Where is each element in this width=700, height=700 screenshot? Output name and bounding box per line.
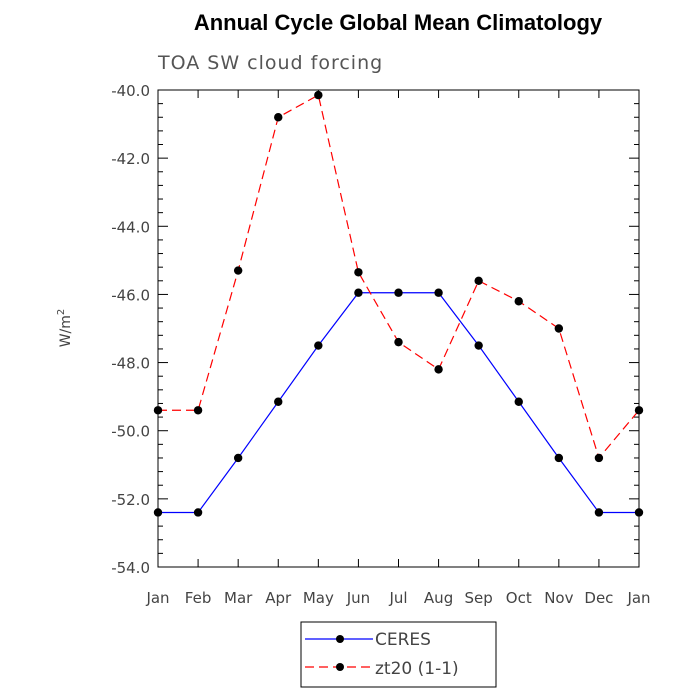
x-tick-label: May xyxy=(303,589,334,607)
data-point-ceres xyxy=(594,508,604,517)
x-tick-label: Feb xyxy=(185,589,212,607)
legend-box xyxy=(300,621,497,688)
data-point-ceres xyxy=(153,508,163,517)
data-point-zt20-1-1 xyxy=(514,297,523,306)
data-point-zt20-1-1 xyxy=(193,406,203,415)
y-tick-label: -44.0 xyxy=(111,218,150,236)
data-point-ceres xyxy=(314,341,323,350)
data-point-zt20-1-1 xyxy=(153,406,163,415)
y-tick-labels: -40.0 -42.0 -44.0 -46.0 -48.0 -50.0 -52.0 -54.0 xyxy=(111,82,150,577)
data-point-ceres xyxy=(474,341,483,350)
data-point-zt20-1-1 xyxy=(474,276,483,285)
x-tick-label: Dec xyxy=(584,589,613,607)
data-point-zt20-1-1 xyxy=(554,324,564,333)
x-tick-label: Nov xyxy=(544,589,573,607)
data-point-zt20-1-1 xyxy=(434,365,443,374)
y-tick-label: -52.0 xyxy=(111,491,150,509)
y-tick-label: -46.0 xyxy=(111,286,150,304)
x-tick-label: Jul xyxy=(388,589,407,607)
data-point-ceres xyxy=(354,288,363,297)
svg-text:W/m2: W/m2 xyxy=(56,309,74,348)
data-point-zt20-1-1 xyxy=(354,268,363,277)
series-line-ceres xyxy=(158,292,639,514)
data-point-ceres xyxy=(274,397,283,406)
x-tick-label: Jan xyxy=(145,589,169,607)
y-tick-label: -42.0 xyxy=(111,150,150,168)
chart-title: Annual Cycle Global Mean Climatology xyxy=(194,10,603,35)
data-point-ceres xyxy=(514,397,523,406)
series-markers xyxy=(153,90,644,517)
data-point-zt20-1-1 xyxy=(594,453,604,463)
y-axis-label-superscript: 2 xyxy=(56,309,67,315)
data-point-zt20-1-1 xyxy=(274,113,283,122)
x-tick-label: Jun xyxy=(346,589,370,607)
y-tick-label: -54.0 xyxy=(111,559,150,577)
x-tick-label: Jan xyxy=(626,589,650,607)
x-tick-label: Aug xyxy=(424,589,453,607)
data-point-zt20-1-1 xyxy=(233,266,243,275)
x-tick-label: Sep xyxy=(465,589,493,607)
y-axis-label-text: W/m xyxy=(58,315,74,347)
data-point-ceres xyxy=(634,508,644,517)
data-point-zt20-1-1 xyxy=(394,337,403,347)
legend-label-ceres: CERES xyxy=(375,630,431,650)
y-tick-label: -40.0 xyxy=(111,82,150,100)
data-point-ceres xyxy=(193,508,203,517)
series-lines xyxy=(158,94,640,514)
axis-ticks xyxy=(157,89,640,568)
data-point-ceres xyxy=(233,453,243,463)
plot-frame xyxy=(157,89,640,568)
legend-label-zt20: zt20 (1-1) xyxy=(375,659,459,679)
legend-marker-zt20 xyxy=(336,663,344,671)
y-tick-label: -48.0 xyxy=(111,355,150,373)
data-point-ceres xyxy=(394,288,403,297)
data-point-ceres xyxy=(554,453,564,463)
legend-marker-ceres xyxy=(336,635,344,643)
data-point-ceres xyxy=(434,288,443,297)
x-tick-label: Apr xyxy=(265,589,292,607)
x-tick-labels: Jan Feb Mar Apr May Jun Jul Aug Sep Oct Nov Dec Jan xyxy=(145,589,650,607)
data-point-zt20-1-1 xyxy=(314,90,323,100)
data-point-zt20-1-1 xyxy=(634,406,644,415)
x-tick-label: Oct xyxy=(506,589,532,607)
legend: CERES zt20 (1-1) xyxy=(300,621,497,688)
chart-subtitle: TOA SW cloud forcing xyxy=(157,52,383,74)
y-axis-label: W/m2 xyxy=(56,309,74,348)
y-tick-label: -50.0 xyxy=(111,423,150,441)
x-tick-label: Mar xyxy=(224,589,253,607)
series-line-zt20-1-1 xyxy=(158,94,640,460)
